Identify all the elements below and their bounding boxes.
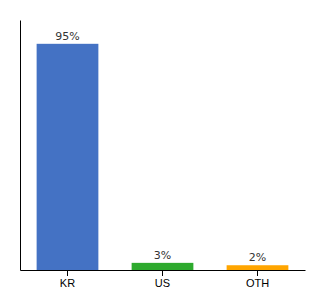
x-tick-mark xyxy=(67,270,68,276)
x-tick-label: US xyxy=(155,277,170,289)
data-label: 95% xyxy=(55,30,79,43)
chart-svg: KR US OTH 95% 3% 2% xyxy=(0,0,320,300)
chart-container: KR US OTH 95% 3% 2% xyxy=(0,0,320,300)
bar xyxy=(227,265,289,270)
plot-area: KR US OTH 95% 3% 2% xyxy=(21,21,306,289)
data-label: 3% xyxy=(154,249,171,262)
x-tick-label: KR xyxy=(60,277,75,289)
x-tick-mark xyxy=(162,270,163,276)
data-labels: 95% 3% 2% xyxy=(55,30,266,264)
x-tick-label: OTH xyxy=(246,277,269,289)
data-label: 2% xyxy=(249,251,266,264)
x-tick-mark xyxy=(257,270,258,276)
y-axis-line xyxy=(20,21,21,271)
y-axis xyxy=(20,21,21,271)
bar xyxy=(37,44,99,270)
bars xyxy=(37,44,289,270)
x-axis: KR US OTH xyxy=(21,270,306,289)
bar xyxy=(132,263,194,270)
x-tick: US xyxy=(155,270,170,289)
x-tick: OTH xyxy=(246,270,269,289)
x-tick: KR xyxy=(60,270,75,289)
